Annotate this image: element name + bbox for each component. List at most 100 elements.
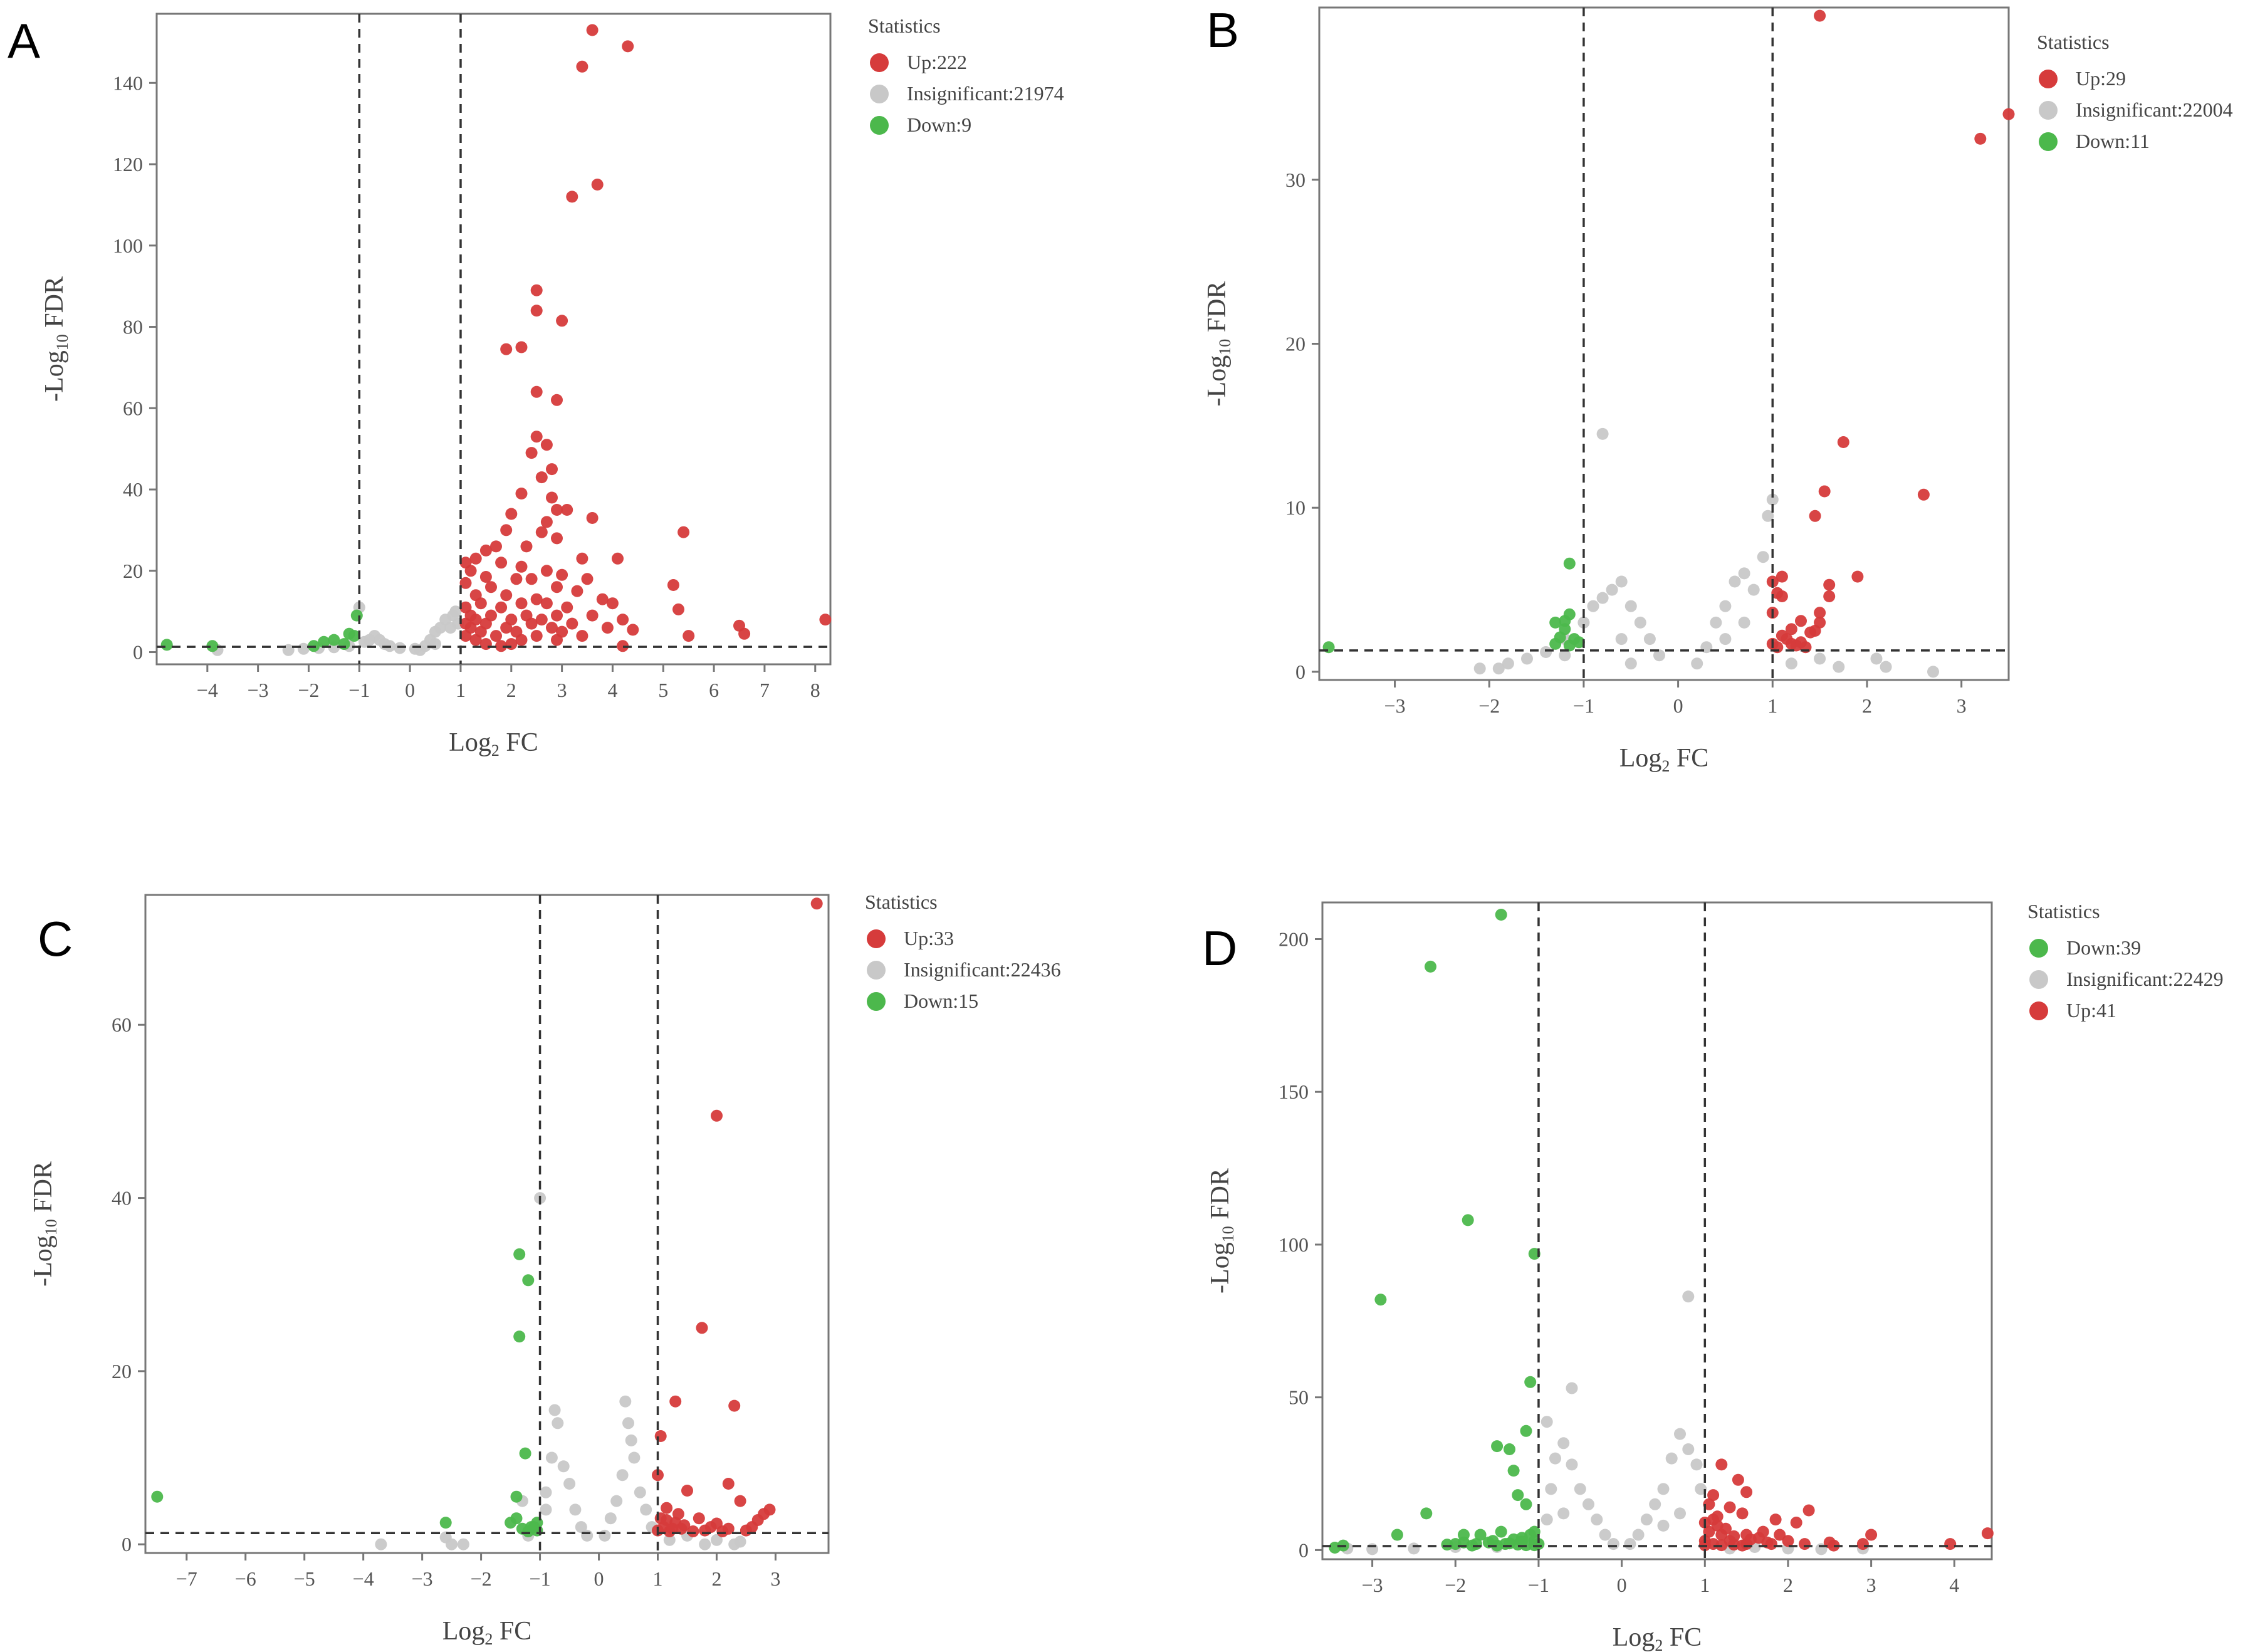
y-tick-label: 0 [1299, 1539, 1309, 1561]
data-point-insignificant [1559, 649, 1571, 662]
x-tick-label: −3 [1362, 1574, 1383, 1596]
data-point-up [535, 526, 548, 538]
data-point-insignificant [557, 1460, 570, 1473]
data-point-up [525, 573, 538, 585]
data-point-up [469, 634, 482, 646]
legend: Statistics Up:33 Insignificant:22436 Down:1… [865, 891, 1061, 1012]
series-up [459, 24, 832, 652]
y-tick-label: 20 [1285, 333, 1305, 355]
data-point-insignificant [548, 1404, 561, 1416]
data-point-up [1917, 488, 1930, 501]
data-point-down [1495, 909, 1507, 921]
panel-letter: C [38, 911, 73, 966]
legend-label: Insignificant:22004 [2076, 98, 2233, 121]
data-point-up [728, 1399, 741, 1412]
data-point-up [1765, 1538, 1777, 1550]
data-point-insignificant [1502, 657, 1514, 670]
data-point-down [1554, 631, 1566, 644]
x-tick-label: 0 [1617, 1574, 1627, 1596]
data-point-insignificant [1674, 1428, 1686, 1440]
data-point-insignificant [1574, 1483, 1586, 1495]
data-point-up [576, 630, 588, 642]
x-tick-label: −4 [353, 1567, 374, 1590]
data-point-up [500, 343, 513, 355]
data-point-up [627, 624, 639, 636]
data-point-up [1744, 1533, 1757, 1545]
data-point-up [551, 609, 563, 622]
data-point-up [722, 1522, 735, 1535]
x-tick-label: 1 [653, 1567, 663, 1590]
data-point-insignificant [1541, 1416, 1553, 1428]
data-point-up [1802, 1504, 1815, 1517]
x-tick-label: −2 [1445, 1574, 1466, 1596]
data-point-insignificant [1738, 567, 1750, 580]
data-point-down [1329, 1542, 1341, 1554]
data-point-up [1720, 1522, 1732, 1535]
data-point-down [1520, 1498, 1532, 1510]
data-point-insignificant [1757, 551, 1769, 563]
data-point-down [328, 634, 340, 646]
data-point-up [699, 1524, 711, 1537]
data-point-up [1809, 625, 1821, 637]
legend: Statistics Up:29 Insignificant:22004 Down:1… [2037, 31, 2233, 152]
y-tick-label: 100 [113, 234, 143, 257]
legend-marker [870, 116, 889, 135]
data-point-insignificant [1521, 652, 1533, 665]
x-tick-label: 7 [760, 679, 770, 701]
data-point-up [546, 491, 558, 504]
data-point-up [500, 622, 513, 634]
data-point-insignificant [446, 1538, 458, 1550]
data-point-up [1785, 623, 1797, 635]
data-point-up [1703, 1525, 1715, 1538]
y-tick-label: 200 [1279, 928, 1309, 950]
x-tick-label: −2 [471, 1567, 492, 1590]
data-point-up [561, 601, 573, 614]
data-point-up [566, 191, 578, 203]
data-point-insignificant [552, 1417, 564, 1430]
data-point-up [1715, 1458, 1728, 1471]
data-point-up [1711, 1510, 1724, 1523]
legend-label: Down:9 [907, 113, 971, 136]
data-point-insignificant [1643, 633, 1656, 646]
panel-c: C −7 −6 −5 −4 −3 −2 −1 0 1 2 3 0 20 40 60 Log2 FC -Log10 … [29, 891, 1061, 1648]
data-point-up [586, 24, 599, 36]
x-tick-label: −1 [1528, 1574, 1549, 1596]
y-tick-label: 80 [123, 316, 143, 338]
data-point-up [1736, 1539, 1749, 1552]
data-point-insignificant [1814, 652, 1826, 665]
x-tick-label: 5 [658, 679, 668, 701]
data-point-up [612, 552, 624, 565]
x-tick-label: 0 [405, 679, 415, 701]
y-tick-label: 40 [112, 1187, 132, 1210]
data-point-up [551, 394, 563, 406]
data-point-up [622, 40, 634, 53]
data-point-up [535, 614, 548, 626]
data-point-up [669, 1395, 682, 1408]
legend-marker [870, 53, 889, 72]
data-point-up [819, 614, 832, 626]
data-point-up [479, 638, 492, 651]
data-point-insignificant [394, 642, 406, 654]
data-point-up [1707, 1489, 1720, 1502]
data-point-up [1944, 1538, 1957, 1550]
x-tick-label: 6 [709, 679, 719, 701]
data-point-insignificant [1408, 1542, 1420, 1555]
x-tick-label: −4 [197, 679, 218, 701]
series-insignificant [1341, 1290, 1869, 1555]
x-tick-label: −1 [348, 679, 370, 701]
data-point-insignificant [1615, 633, 1628, 646]
data-point-insignificant [1833, 661, 1845, 673]
data-point-insignificant [1492, 662, 1505, 675]
data-point-insignificant [1762, 510, 1774, 522]
data-point-insignificant [699, 1538, 711, 1550]
data-point-up [1837, 436, 1849, 448]
data-point-up [540, 597, 553, 610]
data-point-insignificant [297, 642, 310, 655]
data-point-up [546, 622, 558, 634]
data-point-down [338, 638, 350, 651]
data-point-up [551, 581, 563, 593]
data-point-up [2002, 108, 2015, 120]
data-point-up [495, 640, 508, 652]
data-point-insignificant [1596, 592, 1609, 604]
data-point-up [535, 471, 548, 484]
